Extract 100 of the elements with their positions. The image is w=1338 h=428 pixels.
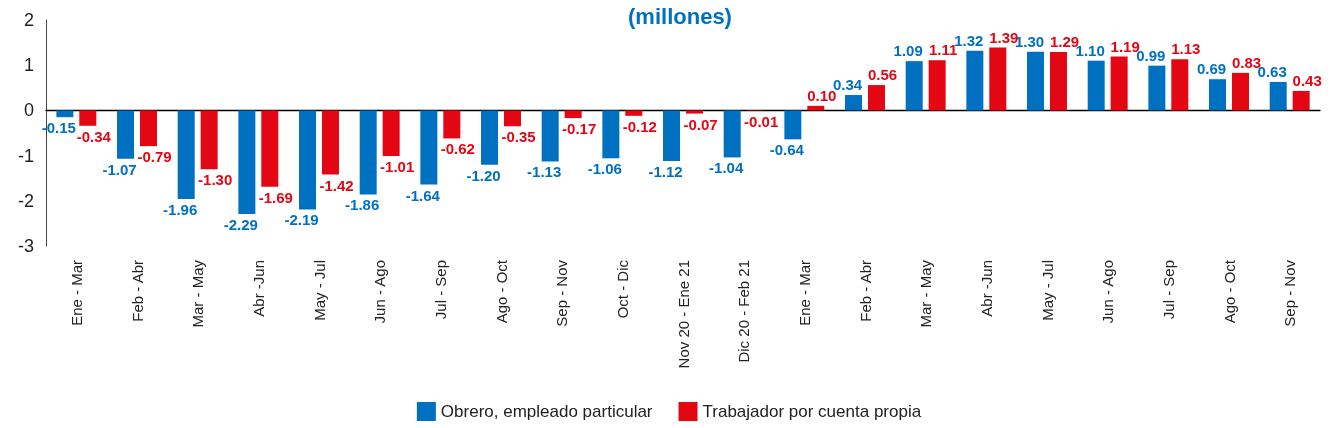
bar [139,110,157,147]
bar [685,110,703,114]
data-label: -0.34 [76,127,112,145]
x-tick-label: Jun - Ago [371,260,389,324]
bar [1110,56,1128,111]
data-label: -2.19 [284,211,319,229]
bar [299,110,317,210]
data-label: -0.01 [744,112,779,130]
data-label: -1.42 [319,176,354,194]
bar [1027,51,1045,111]
bar [79,110,97,126]
bar [503,110,521,127]
y-tick-label: -1 [17,145,34,166]
x-tick-label: Abr -Jun [249,260,267,317]
data-label: -1.04 [709,159,744,177]
x-tick-label: Ago - Oct [1220,259,1238,324]
bar [1231,72,1249,111]
x-tick-label: Ago - Oct [492,259,510,324]
bar [625,110,643,116]
legend-label: Trabajador por cuenta propia [702,402,922,421]
bar [382,110,400,157]
x-tick-label: Jun - Ago [1099,260,1117,324]
bar [1171,59,1189,111]
bar [420,110,438,185]
data-label: -0.12 [622,117,657,135]
bar [359,110,377,195]
data-label: -0.07 [683,115,718,133]
bar [564,110,582,119]
data-label: -1.12 [648,163,683,181]
bar [989,47,1007,111]
bar [261,110,279,187]
bar [238,110,256,214]
y-tick-label: 2 [23,10,34,30]
x-tick-label: Mar - May [189,259,207,328]
y-tick-label: 1 [23,55,34,76]
x-tick-label: Ene - Mar [67,260,85,326]
bar [784,110,802,140]
bar [443,110,461,139]
bar [117,110,135,159]
x-tick-label: Sep - Nov [1281,259,1299,327]
x-tick-label: Ene - Mar [795,260,813,326]
x-tick-label: Nov 20 - Ene 21 [674,260,692,369]
chart-title: (millones) [628,3,732,29]
bar [1269,81,1287,111]
bar [321,110,339,175]
y-tick-label: 0 [23,100,34,121]
data-label: -1.07 [102,160,137,178]
data-label: -0.79 [137,148,172,166]
data-label: 1.13 [1171,40,1201,58]
x-tick-label: Jul - Sep [1159,260,1177,320]
x-tick-label: Oct - Dic [613,259,631,319]
bar [867,85,885,111]
data-label: -0.64 [769,141,805,159]
data-label: -1.13 [527,163,562,181]
bar [1087,60,1105,111]
bar [1209,79,1227,111]
x-tick-label: Abr -Jun [977,260,995,317]
data-label: -1.64 [405,186,441,204]
data-label: -1.06 [587,160,622,178]
bar [966,50,984,111]
data-label: 0.56 [867,66,898,84]
x-tick-label: Feb - Abr [856,260,874,322]
y-tick-label: -3 [17,236,34,256]
bar [1049,52,1067,111]
data-label: 0.69 [1196,60,1227,78]
x-tick-label: May - Jul [310,260,328,321]
data-label: -1.96 [163,200,198,218]
bar [663,110,681,162]
x-tick-label: Dic 20 - Feb 21 [735,260,753,363]
data-label: -2.29 [223,215,258,233]
x-tick-label: Sep - Nov [553,259,571,327]
x-tick-label: May - Jul [1038,260,1056,321]
bar [602,110,620,159]
legend-label: Obrero, empleado particular [440,402,653,421]
x-tick-label: Jul - Sep [431,260,449,320]
data-label: -0.35 [501,128,536,146]
bar [723,110,741,158]
x-tick-label: Feb - Abr [128,260,146,322]
bar [928,60,946,111]
bar [56,110,74,118]
bar [905,61,923,111]
bar [177,110,195,199]
data-label: -1.86 [345,196,380,214]
data-label: -0.17 [562,120,597,138]
data-label: -1.20 [466,166,501,184]
data-label: -1.01 [380,158,415,176]
x-tick-label: Mar - May [917,259,935,328]
data-label: -0.62 [440,140,475,158]
data-label: 1.32 [954,31,984,49]
data-label: 1.09 [893,42,923,60]
bar [1148,65,1166,111]
data-label: 0.43 [1292,71,1322,89]
y-tick-label: -2 [17,190,34,211]
bar [1292,90,1310,111]
bar [481,110,499,165]
bar [845,95,863,111]
data-label: -1.69 [258,188,293,206]
bar [200,110,218,170]
data-label: -1.30 [198,171,233,189]
bar [541,110,559,162]
